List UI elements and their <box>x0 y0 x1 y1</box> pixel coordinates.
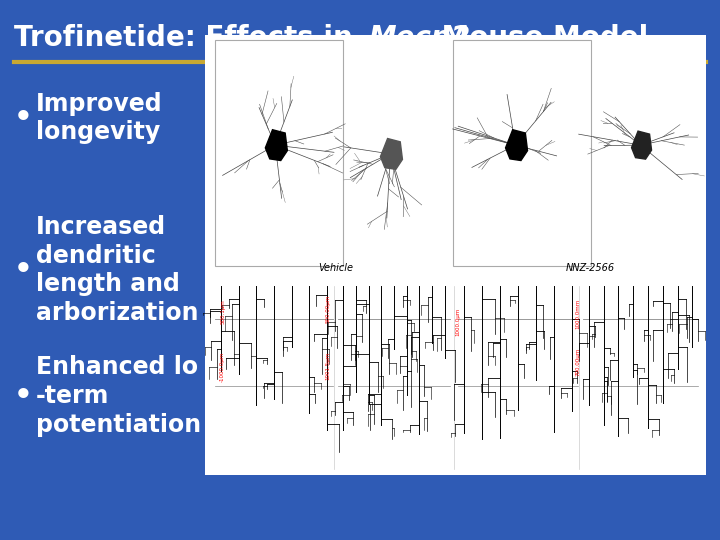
Text: Mecp2: Mecp2 <box>368 24 470 52</box>
Bar <box>453 39 590 266</box>
Text: Vehicle: Vehicle <box>318 262 353 273</box>
Text: 500.1μm: 500.1μm <box>220 299 225 324</box>
Polygon shape <box>631 131 652 159</box>
Text: Enhanced lo
-term
potentiation: Enhanced lo -term potentiation <box>36 355 201 437</box>
Text: Improved
longevity: Improved longevity <box>36 92 163 144</box>
Text: -1000.0μm: -1000.0μm <box>220 352 225 382</box>
Text: 1000.0μm: 1000.0μm <box>456 308 460 336</box>
Text: 500.00μm: 500.00μm <box>325 295 330 323</box>
Text: •: • <box>14 104 32 132</box>
Text: 1001.5μm: 1001.5μm <box>325 352 330 380</box>
Text: •: • <box>14 382 32 410</box>
Polygon shape <box>266 130 287 160</box>
Polygon shape <box>505 130 528 160</box>
Text: 1000.0mm: 1000.0mm <box>575 299 580 329</box>
Text: Mouse Model: Mouse Model <box>432 24 648 52</box>
Bar <box>205 35 706 475</box>
Bar <box>215 39 343 266</box>
Text: NNZ-2566: NNZ-2566 <box>566 262 615 273</box>
Text: Trofinetide: Effects in: Trofinetide: Effects in <box>14 24 362 52</box>
Text: Increased
dendritic
length and
arborization: Increased dendritic length and arborizat… <box>36 215 199 325</box>
Polygon shape <box>380 139 402 170</box>
Text: 700.00μm: 700.00μm <box>575 348 580 376</box>
Text: •: • <box>14 256 32 284</box>
